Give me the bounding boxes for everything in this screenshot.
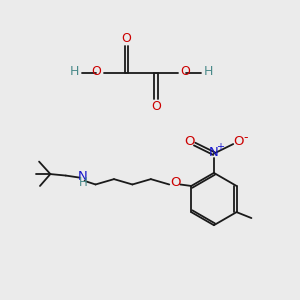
Text: O: O bbox=[121, 32, 131, 45]
Text: H: H bbox=[70, 65, 79, 78]
Text: N: N bbox=[209, 146, 219, 160]
Text: O: O bbox=[184, 135, 194, 148]
Text: H: H bbox=[203, 65, 213, 78]
Text: O: O bbox=[92, 65, 101, 78]
Text: H: H bbox=[78, 176, 87, 189]
Text: O: O bbox=[233, 135, 244, 148]
Text: O: O bbox=[170, 176, 181, 190]
Text: O: O bbox=[151, 100, 161, 113]
Text: N: N bbox=[77, 170, 87, 183]
Text: +: + bbox=[216, 142, 224, 152]
Text: O: O bbox=[181, 65, 190, 78]
Text: -: - bbox=[244, 131, 248, 144]
